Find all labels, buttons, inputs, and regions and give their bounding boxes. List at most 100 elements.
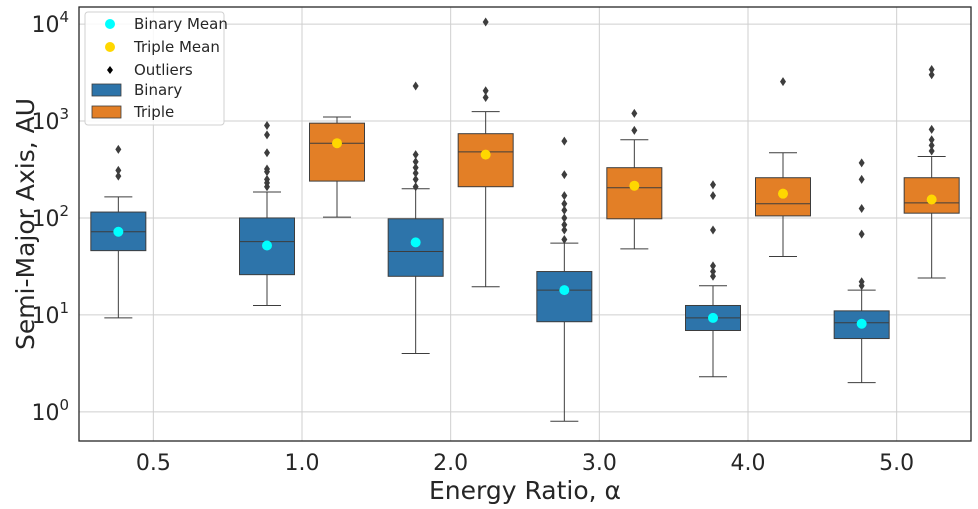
outlier-point: [561, 234, 568, 244]
outlier-point: [780, 77, 786, 87]
outlier-point: [561, 220, 568, 230]
box-binary-2.0: [387, 81, 444, 354]
outlier-point: [115, 171, 122, 181]
x-tick-label: 1.0: [285, 451, 320, 476]
y-tick-label: 101: [31, 299, 69, 329]
legend-label: Triple Mean: [133, 38, 220, 56]
box-binary-5.0: [833, 158, 890, 384]
legend-entry: Triple: [91, 103, 174, 121]
outlier-point: [482, 86, 489, 96]
legend-marker: [105, 42, 115, 52]
outlier-point: [115, 144, 122, 154]
x-tick-label: 4.0: [731, 451, 766, 476]
outlier-point: [412, 182, 419, 192]
mean-point: [332, 138, 342, 149]
legend-marker: [107, 66, 113, 74]
outlier-point: [928, 140, 935, 150]
mean-point: [708, 312, 718, 323]
outlier-point: [561, 213, 568, 223]
iqr-box: [387, 218, 444, 277]
mean-point: [629, 180, 640, 191]
iqr-box: [606, 167, 663, 220]
legend-label: Outliers: [134, 61, 193, 79]
outlier-point: [710, 261, 716, 271]
box-binary-1.0: [239, 120, 295, 306]
outlier-point: [561, 225, 568, 235]
x-tick-label: 2.0: [433, 451, 468, 476]
legend-entry: Outliers: [107, 61, 193, 79]
iqr-box: [309, 122, 365, 182]
legend-marker: [105, 19, 115, 29]
outlier-point: [858, 158, 865, 168]
y-tick-label: 104: [31, 8, 69, 38]
box-binary-3.0: [536, 136, 593, 422]
box-triple-5.0: [903, 64, 960, 279]
y-tick-label: 100: [31, 396, 69, 426]
legend-label: Binary: [134, 81, 182, 99]
outlier-point: [858, 277, 865, 287]
outlier-point: [561, 170, 568, 180]
mean-point: [113, 226, 124, 237]
outlier-point: [264, 174, 270, 184]
legend-patch: [91, 105, 122, 119]
legend-entry: Triple Mean: [105, 38, 220, 56]
mean-point: [778, 188, 788, 199]
box-triple-3.0: [606, 108, 663, 250]
outlier-point: [710, 180, 716, 190]
outlier-point: [858, 174, 865, 184]
outlier-point: [264, 148, 270, 158]
x-tick-label: 3.0: [582, 451, 617, 476]
outlier-point: [858, 229, 865, 239]
iqr-box: [457, 133, 514, 188]
legend-box: [84, 11, 225, 126]
mean-point: [559, 285, 570, 296]
mean-point: [480, 149, 491, 160]
outlier-point: [710, 271, 716, 281]
legend-entry: Binary Mean: [105, 15, 228, 33]
outlier-point: [928, 146, 935, 156]
outlier-point: [264, 130, 270, 140]
outlier-point: [928, 64, 935, 74]
outlier-point: [561, 191, 568, 201]
outlier-point: [412, 157, 419, 167]
outlier-point: [710, 225, 716, 235]
outlier-point: [412, 81, 419, 91]
y-tick-label: 103: [31, 105, 69, 135]
x-tick-label: 0.5: [136, 451, 171, 476]
mean-point: [856, 318, 867, 329]
box-triple-2.0: [457, 17, 514, 288]
outlier-point: [412, 163, 419, 173]
outlier-point: [412, 150, 419, 160]
plot-area-frame: [78, 6, 972, 442]
y-axis-label: Semi-Major Axis, AU: [11, 98, 40, 350]
mean-point: [410, 237, 421, 248]
box-triple-1.0: [309, 116, 365, 218]
iqr-box: [536, 271, 593, 323]
outlier-point: [561, 205, 568, 215]
x-tick-label: 5.0: [879, 451, 914, 476]
y-axis-ticks: 100 101 102 103 104: [31, 8, 69, 426]
outlier-point: [115, 165, 122, 175]
box-binary-4.0: [685, 180, 741, 378]
legend-entry: Binary: [91, 81, 182, 99]
box-plot-series: [90, 17, 960, 422]
legend: Binary Mean Triple Mean Outliers Binary Trip…: [84, 11, 228, 126]
box-binary-0.5: [90, 144, 147, 319]
outlier-point: [928, 70, 935, 80]
outlier-point: [858, 204, 865, 214]
outlier-point: [561, 136, 568, 146]
outlier-point: [561, 199, 568, 209]
outlier-point: [482, 17, 489, 27]
outlier-point: [482, 92, 489, 102]
outlier-point: [928, 135, 935, 145]
legend-patch: [91, 83, 122, 97]
outlier-point: [412, 174, 419, 184]
legend-label: Binary Mean: [134, 15, 228, 33]
legend-label: Triple: [133, 103, 174, 121]
y-tick-label: 102: [31, 202, 69, 232]
outlier-point: [928, 124, 935, 134]
outlier-point: [631, 125, 638, 135]
outlier-point: [412, 168, 419, 178]
x-axis-label: Energy Ratio, α: [429, 476, 621, 505]
